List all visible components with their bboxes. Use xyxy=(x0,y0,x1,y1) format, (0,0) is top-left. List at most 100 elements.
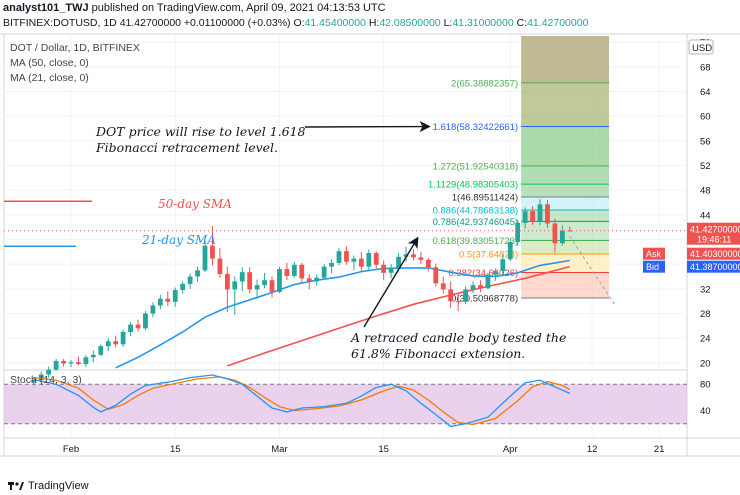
fib-zone-top xyxy=(521,36,610,83)
candle-body xyxy=(299,264,305,279)
tradingview-logo[interactable]: TradingView xyxy=(8,480,89,492)
price-axis[interactable]: 20242832364044485256606468724080USD41.42… xyxy=(643,38,740,417)
candle-2021-03-24 xyxy=(448,281,454,308)
candle-2021-04-04 xyxy=(530,206,535,225)
x-tick-4: Apr xyxy=(503,444,518,455)
candle-2021-02-17 xyxy=(187,273,193,289)
fib-lines: 0(30.50968778) 0.382(34.66026) 0.5(37.6482… xyxy=(428,78,610,305)
x-tick-5: 12 xyxy=(587,444,598,455)
candle-2021-04-03 xyxy=(522,207,528,229)
candle-body xyxy=(455,301,461,303)
candle-2021-03-22 xyxy=(433,263,439,287)
candle-2021-03-03 xyxy=(291,261,297,278)
ohlc-low-value: 41.31000000 xyxy=(452,17,514,29)
candle-body xyxy=(83,357,89,365)
candle-body xyxy=(210,245,215,259)
y-tick-28: 28 xyxy=(700,309,711,320)
countdown-value: 19:46:11 xyxy=(697,235,731,245)
ask-label-box xyxy=(643,247,665,260)
candle-2021-03-04 xyxy=(299,262,305,283)
candle-body xyxy=(552,223,558,244)
candle-body xyxy=(306,278,312,282)
y-tick-60: 60 xyxy=(700,112,711,123)
candle-body xyxy=(61,360,66,364)
candle-body xyxy=(180,283,186,291)
x-tick-1: 15 xyxy=(170,444,181,455)
candle-2021-03-26 xyxy=(463,286,468,305)
candle-2021-02-21 xyxy=(217,248,223,278)
chart-canvas[interactable]: 0(30.50968778) 0.382(34.66026) 0.5(37.6482… xyxy=(0,0,740,476)
ohlc-high-value: 42.08500000 xyxy=(379,17,441,29)
y-tick-44: 44 xyxy=(700,210,711,221)
candle-body xyxy=(492,270,498,275)
candle-body xyxy=(232,281,238,290)
fib-zone-1.1129 xyxy=(521,184,610,197)
annotation-retrace: A retraced candle body tested the 61.8% … xyxy=(351,330,566,362)
annotation-retrace-line2: 61.8% Fibonacci extension. xyxy=(351,346,526,361)
candle-2021-01-29 xyxy=(46,366,52,378)
candle-body xyxy=(344,251,349,262)
candle-2021-02-15 xyxy=(172,287,178,307)
y-tick-32: 32 xyxy=(700,284,711,295)
candle-2021-02-20 xyxy=(210,225,215,266)
time-axis[interactable]: Feb 15 Mar 15 Apr 12 21 xyxy=(63,444,665,455)
candle-2021-01-30 xyxy=(53,359,59,371)
candle-2021-04-06 xyxy=(545,200,550,228)
fib-label-0.5: 0.5(37.64823) xyxy=(459,250,518,261)
last-price-value: 41.42700000 xyxy=(690,225,740,235)
currency-box xyxy=(688,39,714,55)
x-tick-6: 21 xyxy=(654,444,665,455)
candle-body xyxy=(366,253,372,267)
fib-zone-2 xyxy=(521,82,610,127)
drawings xyxy=(4,120,687,328)
candle-body xyxy=(500,259,506,271)
candle-2021-02-13 xyxy=(157,295,163,310)
fib-zone-0.618 xyxy=(521,240,610,255)
ohlc-close-label: C: xyxy=(516,17,528,29)
candle-2021-01-31 xyxy=(61,359,66,367)
candle-body xyxy=(470,285,476,290)
candle-body xyxy=(396,256,401,268)
candle-body xyxy=(76,362,81,365)
candle-body xyxy=(187,276,193,284)
candle-body xyxy=(373,253,379,265)
candle-body xyxy=(418,257,424,260)
fib-label-0: 0(30.50968778) xyxy=(451,294,518,305)
y-tick-56: 56 xyxy=(700,136,711,147)
candle-2021-02-25 xyxy=(247,267,253,294)
candle-body xyxy=(314,277,320,282)
bid-label-box xyxy=(643,260,665,273)
legend-ma21[interactable]: MA (21, close, 0) xyxy=(10,72,89,84)
ma50-line xyxy=(227,265,571,367)
candle-2021-03-13 xyxy=(366,249,372,271)
candle-body xyxy=(120,332,126,345)
candle-2021-02-12 xyxy=(150,302,156,318)
candle-2021-02-24 xyxy=(239,267,245,292)
candle-2021-03-08 xyxy=(329,259,334,274)
candle-body xyxy=(269,280,275,292)
fib-label-0.786: 0.786(42.93746045) xyxy=(433,217,519,228)
fib-label-1: 1(46.89511424) xyxy=(452,192,518,203)
candle-2021-03-23 xyxy=(440,276,446,294)
legend-stoch[interactable]: Stoch (14, 3, 3) xyxy=(10,374,82,386)
candle-body xyxy=(388,267,394,273)
candle-2021-02-19 xyxy=(202,240,208,273)
y-tick-20: 20 xyxy=(700,358,711,369)
candle-body xyxy=(217,258,223,275)
candle-body xyxy=(463,289,468,302)
candle-2021-02-08 xyxy=(120,329,126,347)
ask-value-box xyxy=(687,247,740,260)
candle-2021-04-01 xyxy=(507,238,513,262)
publisher-user[interactable]: analyst101_TWJ xyxy=(3,2,89,14)
fib-zone-0.5 xyxy=(521,254,610,273)
y-tick-52: 52 xyxy=(700,161,711,172)
candle-body xyxy=(224,274,230,290)
candle-body xyxy=(485,274,491,289)
ohlc-open-label: O: xyxy=(293,17,305,29)
fib-zone-0.886 xyxy=(521,209,610,222)
symbol-price: 41.42700000 +0.01100000 (+0.03%) xyxy=(119,17,291,29)
legend-ma50[interactable]: MA (50, close, 0) xyxy=(10,57,89,69)
candle-2021-03-01 xyxy=(277,266,282,294)
ohlc-close-value: 41.42700000 xyxy=(527,17,589,29)
x-tick-3: 15 xyxy=(378,444,389,455)
